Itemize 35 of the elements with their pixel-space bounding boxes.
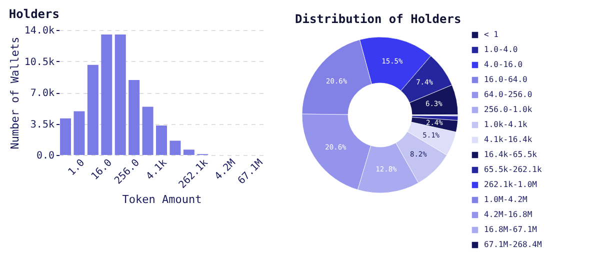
y-axis-title: Number of Wallets: [8, 36, 22, 150]
legend-label: 256.0-1.0k: [484, 105, 532, 114]
legend-label: 1.0-4.0: [484, 45, 518, 54]
legend-label: < 1: [484, 30, 499, 39]
bar: [101, 34, 112, 155]
legend-label: 16.4k-65.5k: [484, 150, 538, 159]
chart-title: Distribution of Holders: [295, 12, 462, 26]
bar: [142, 106, 154, 155]
bar: [156, 126, 167, 155]
bar: [170, 140, 181, 155]
y-tick-label: 10.5k: [24, 56, 54, 68]
bar: [60, 118, 72, 155]
bar: [74, 111, 85, 155]
legend-label: 4.1k-16.4k: [484, 135, 532, 144]
legend-label: 1.0M-4.2M: [484, 195, 528, 204]
legend-label: 64.0-256.0: [484, 90, 532, 99]
legend-label: 262.1k-1.0M: [484, 180, 538, 189]
bar: [114, 34, 126, 155]
y-tick-label: 3.5k: [30, 119, 54, 130]
bar: [183, 150, 194, 155]
legend-label: 16.0-64.0: [484, 75, 528, 84]
legend-label: 4.0-16.0: [484, 60, 523, 69]
x-axis-title: Token Amount: [122, 193, 202, 206]
y-tick-label: 7.0k: [30, 88, 54, 99]
legend-label: 16.8M-67.1M: [484, 225, 538, 234]
y-tick-label: 0.0: [36, 150, 54, 162]
legend-label: 4.2M-16.8M: [484, 210, 532, 219]
legend-label: 67.1M-268.4M: [484, 240, 542, 249]
bar: [87, 64, 98, 155]
chart-title: Holders: [8, 7, 60, 21]
legend-label: 65.5k-262.1k: [484, 165, 542, 174]
legend-label: 1.0k-4.1k: [484, 120, 528, 129]
bar: [128, 80, 140, 155]
x-tick-label: 1.0: [66, 158, 88, 178]
y-tick-label: 14.0k: [24, 26, 54, 36]
